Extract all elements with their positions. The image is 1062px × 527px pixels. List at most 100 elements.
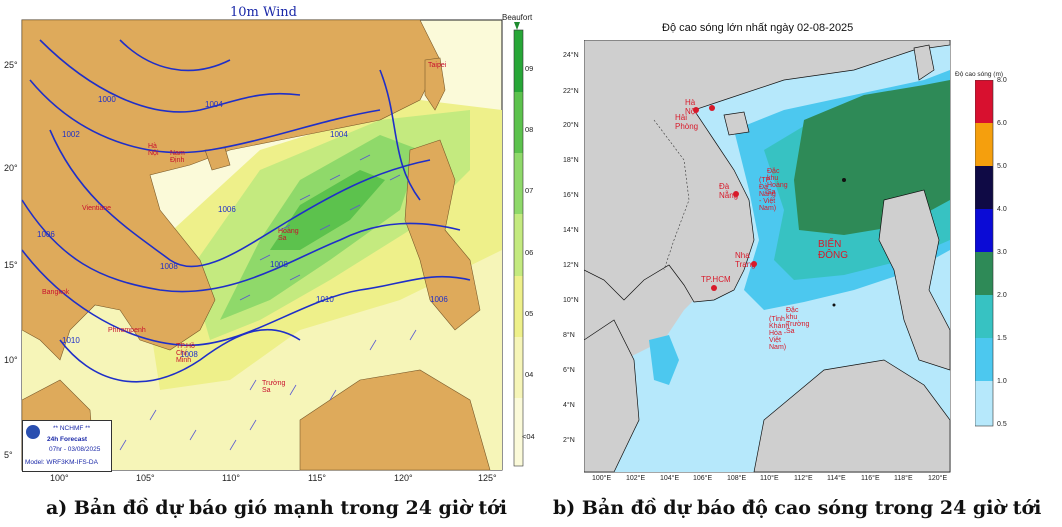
wave-lon-label: 104°E [660,475,680,482]
info-agency: ** NCHMF ** [53,425,91,432]
wave-lat-label: 24°N [563,52,579,59]
beaufort-level: 08 [525,125,534,134]
place-label-haiphong: Hải Phòng [675,113,699,131]
beaufort-level: 06 [525,248,534,257]
isobar-label: 1002 [62,130,80,139]
info-valid: 07hr - 03/08/2025 [49,446,101,453]
sea-label: BIỂN ĐÔNG [818,239,848,261]
wave-legend-level: 3.0 [997,249,1007,256]
info-forecast: 24h Forecast [47,436,88,443]
wave-lon-label: 100°E [592,475,612,482]
city-marker-haiphong [709,105,715,111]
wind-lon-label: 120° [394,473,413,483]
wave-lat-label: 2°N [563,437,575,444]
place-label-hcmc: TP.HCM [701,275,731,284]
border-lines [653,119,690,271]
place-label-bangkok: Bangkok [42,289,70,296]
isobar-lines [21,39,471,383]
wave-forecast-panel: Độ cao sóng lớn nhất ngày 02-08-2025 [535,0,1062,527]
place-label-namdinh: Nam Định [170,150,185,164]
wave-lon-label: 108°E [727,475,747,482]
place-label-truongsa: Trường Sa [262,380,286,394]
beaufort-level: 09 [525,64,534,73]
isobar-label: 1008 [180,350,198,359]
wave-legend-level: 8.0 [997,77,1007,84]
wave-lat-label: 20°N [563,122,579,129]
wave-legend-level: 5.0 [997,163,1007,170]
wave-legend-level: 4.0 [997,206,1007,213]
taiwan-landmass [424,57,446,111]
wave-map [584,40,951,473]
wave-legend-bar [975,80,994,427]
wind-zone-level-8 [270,170,385,250]
beaufort-level: 07 [525,186,534,195]
forecast-info-box: ** NCHMF ** 24h Forecast 07hr - 03/08/20… [22,420,112,472]
wave-lon-label: 120°E [928,475,948,482]
borneo-land [753,359,951,473]
paracel-label-2: (TP. Đà Nẵng - Việt Nam) [759,177,777,212]
philippines-landmass [404,139,481,331]
wind-lat-label: 15° [4,260,18,270]
paracel-islands-marker [842,178,846,182]
beaufort-scale-bar [513,22,524,467]
isobar-label: 1010 [62,336,80,345]
mainland-landmass [21,19,441,361]
wave-lat-label: 12°N [563,262,579,269]
place-label-taipei: Taipei [428,62,447,69]
caption-wave: b) Bản đồ dự báo độ cao sóng trong 24 gi… [553,497,1042,519]
isobar-label: 1006 [37,230,55,239]
isobar-label: 1006 [218,205,236,214]
philippines-land [878,189,951,371]
wave-lat-label: 16°N [563,192,579,199]
hainan-land [723,111,750,136]
wind-lon-label: 110° [222,473,240,483]
wave-lat-label: 4°N [563,402,575,409]
wind-lat-label: 20° [4,163,18,173]
wave-lon-label: 110°E [760,475,779,482]
wave-legend-level: 1.5 [997,335,1007,342]
borneo-landmass [299,369,491,471]
city-marker-hcmc [711,285,717,291]
wave-map-title: Độ cao sóng lớn nhất ngày 02-08-2025 [662,22,854,34]
wave-lon-label: 106°E [693,475,713,482]
isobar-label: 1010 [316,295,334,304]
wave-lon-label: 118°E [894,475,913,482]
spratly-label-2: (Tỉnh Khánh Hòa - Việt Nam) [769,316,790,351]
wind-barbs [119,154,417,451]
place-label-hcmc: TP.Hồ Chí Minh [176,343,195,364]
wind-lon-label: 100° [50,473,69,483]
city-marker-danang [733,191,739,197]
wave-legend-level: 0.5 [997,421,1007,428]
wave-lat-label: 14°N [563,227,579,234]
city-markers [693,105,757,291]
place-label-hanoi: Hà Nội [148,143,159,157]
wave-lon-label: 112°E [794,475,813,482]
wave-legend-level: 2.0 [997,292,1007,299]
wave-legend-level: 1.0 [997,378,1007,385]
wave-lat-label: 18°N [563,157,579,164]
wind-lat-label: 5° [4,450,13,460]
taiwan-land [913,44,935,81]
spratly-label-1: Đặc khu Trường Sa [786,307,810,335]
isobar-label: 1004 [205,100,223,109]
place-label-nhatrang: Nha Trang [735,251,756,269]
beaufort-level: 04 [525,370,534,379]
malay-land [584,319,640,473]
wave-lat-label: 10°N [563,297,579,304]
wind-map-title: 10m Wind [230,5,297,20]
info-model: Model: WRF3KM-IFS-DA [25,459,98,466]
city-marker-nhatrang [751,261,757,267]
wave-legend-level: 6.0 [997,120,1007,127]
beaufort-level: 05 [525,309,534,318]
wind-lon-label: 105° [136,473,155,483]
isobar-label: 1008 [160,262,178,271]
place-label-hanoi: Hà Nội [685,98,698,116]
spratly-islands-marker [832,303,836,307]
isobar-label: 1004 [330,130,348,139]
beaufort-level: <04 [522,432,535,441]
place-label-danang: Đà Nẵng [719,182,739,200]
wind-lon-label: 125° [478,473,497,483]
place-label-hoangsa: Hoàng Sa [278,228,299,242]
place-label-phnompenh: Phnompenh [108,327,146,334]
wave-legend-title: Độ cao sóng (m) [955,71,1004,78]
